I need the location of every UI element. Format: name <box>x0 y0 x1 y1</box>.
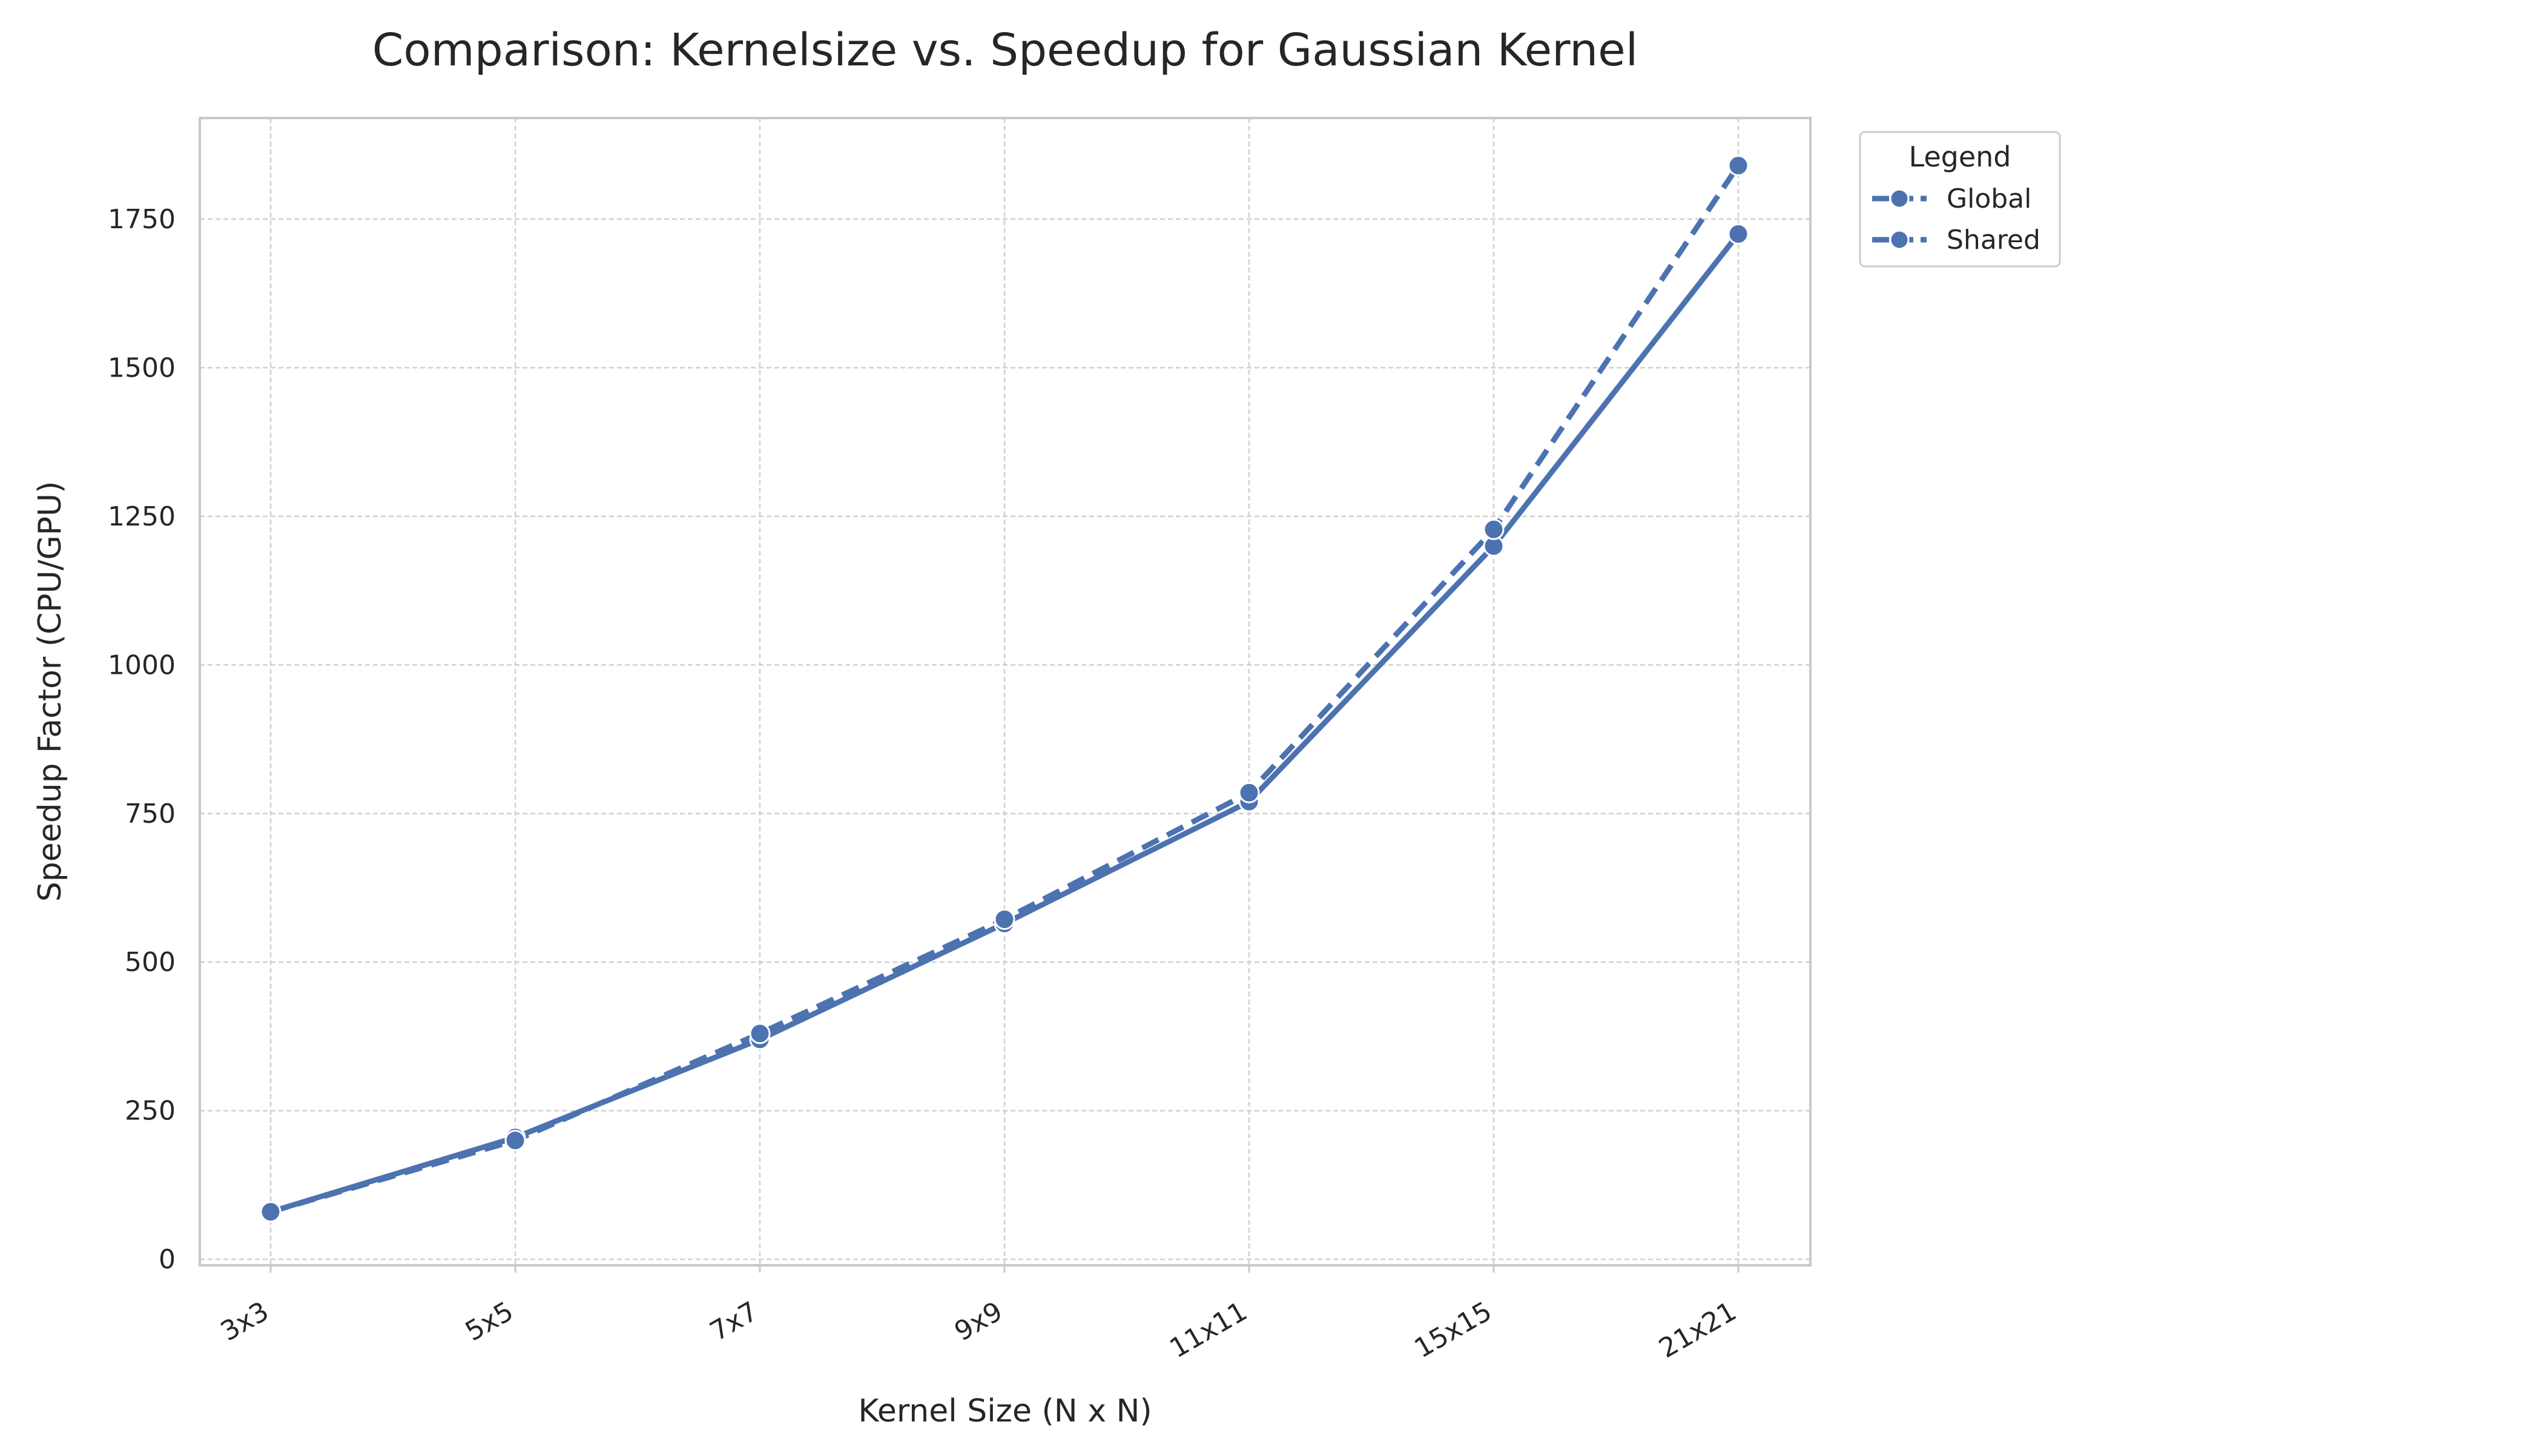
grid <box>200 118 1810 1265</box>
data-point-shared <box>994 909 1015 931</box>
legend-entry-global: Global <box>1872 183 2031 214</box>
data-point-shared <box>260 1201 282 1223</box>
data-point-shared <box>1483 518 1505 540</box>
series-lines <box>260 155 1749 1223</box>
legend-box <box>1859 131 2061 268</box>
y-tick-label: 750 <box>125 799 176 829</box>
x-tick-label: 5x5 <box>460 1296 519 1347</box>
x-axis-label: Kernel Size (N x N) <box>858 1393 1152 1429</box>
y-tick-label: 1750 <box>108 204 176 235</box>
legend-marker-shared <box>1889 229 1910 250</box>
data-point-shared <box>1727 155 1749 177</box>
x-tick-label: 9x9 <box>949 1296 1008 1347</box>
y-axis-label: Speedup Factor (CPU/GPU) <box>32 481 68 902</box>
y-tick-label: 1000 <box>108 650 176 680</box>
x-tick-label: 21x21 <box>1654 1296 1741 1364</box>
legend-label-global: Global <box>1947 183 2031 214</box>
data-point-global <box>1727 223 1749 245</box>
y-tick-label: 1500 <box>108 352 176 383</box>
legend-marker-global <box>1889 188 1910 209</box>
data-point-shared <box>504 1130 526 1151</box>
chart-title: Comparison: Kernelsize vs. Speedup for G… <box>372 24 1638 76</box>
x-tick-label: 11x11 <box>1164 1296 1252 1364</box>
y-tick-label: 0 <box>159 1244 176 1275</box>
y-tick-label: 1250 <box>108 501 176 532</box>
legend-entry-shared: Shared <box>1872 225 2040 255</box>
y-tick-label: 500 <box>125 947 176 978</box>
x-tick-label: 7x7 <box>705 1296 764 1347</box>
plot-frame <box>199 117 1812 1267</box>
data-point-shared <box>749 1023 771 1044</box>
y-tick-label: 250 <box>125 1096 176 1127</box>
data-point-shared <box>1238 782 1260 803</box>
legend: Legend Global Shared <box>1859 131 2061 268</box>
legend-label-shared: Shared <box>1947 225 2040 255</box>
legend-title: Legend <box>1909 140 2011 173</box>
x-tick-label: 3x3 <box>216 1296 274 1347</box>
x-tick-label: 15x15 <box>1409 1296 1497 1364</box>
